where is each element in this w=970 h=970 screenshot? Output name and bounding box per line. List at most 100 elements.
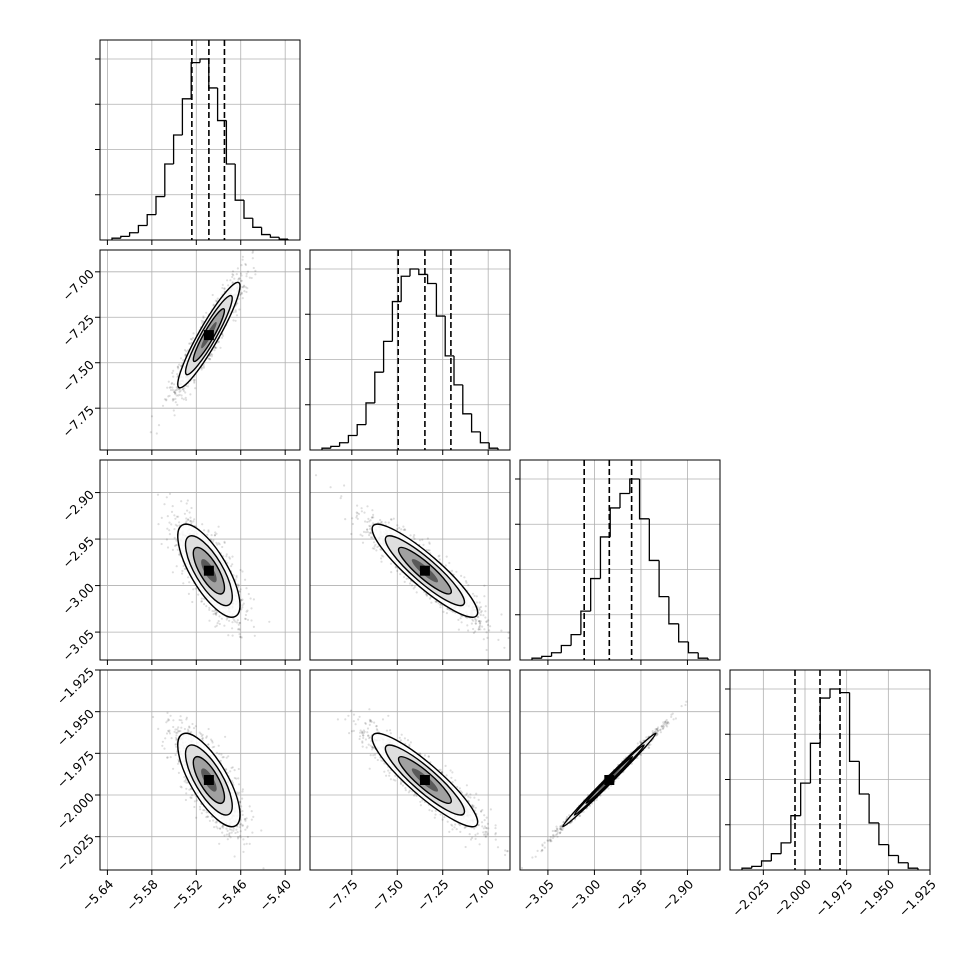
histogram-bin	[619, 492, 630, 508]
scatter-point	[222, 826, 225, 829]
histogram-bin	[409, 268, 419, 277]
scatter-point	[231, 627, 234, 630]
panel-content	[100, 460, 300, 660]
scatter-point	[215, 299, 219, 302]
scatter-point	[366, 528, 369, 531]
scatter-point	[241, 570, 244, 573]
scatter-point	[173, 544, 177, 548]
scatter-point	[372, 513, 375, 517]
scatter-point	[351, 522, 354, 526]
scatter-point	[160, 542, 163, 546]
scatter-point	[396, 528, 399, 531]
scatter-point	[413, 585, 416, 589]
scatter-point	[240, 279, 243, 282]
histogram-bin	[658, 560, 669, 598]
scatter-point	[368, 527, 372, 531]
scatter-point	[398, 526, 401, 530]
scatter-point	[157, 424, 161, 427]
scatter-point	[488, 629, 491, 632]
scatter-point	[351, 517, 354, 520]
scatter-point	[234, 309, 237, 312]
scatter-point	[467, 629, 470, 632]
scatter-point	[402, 525, 405, 528]
scatter-point	[179, 357, 183, 360]
scatter-point	[225, 553, 228, 556]
scatter-point	[211, 293, 214, 297]
scatter-point	[223, 834, 226, 837]
scatter-point	[240, 599, 243, 602]
scatter-point	[167, 380, 170, 383]
histogram-bin	[453, 355, 463, 386]
scatter-point	[175, 386, 178, 389]
scatter-point	[239, 836, 242, 839]
histogram-bin	[128, 232, 139, 237]
scatter-point	[371, 522, 375, 525]
scatter-point	[484, 610, 487, 613]
histogram-bin	[462, 384, 472, 415]
scatter-point	[486, 636, 489, 640]
histogram-bin	[435, 283, 446, 317]
histogram-bin	[570, 634, 581, 646]
scatter-point	[482, 638, 485, 641]
scatter-point	[438, 558, 441, 561]
histogram-bin	[260, 227, 271, 236]
scatter-point	[479, 613, 482, 617]
scatter-point	[181, 388, 184, 391]
density-peak	[203, 330, 214, 341]
scatter-point	[214, 531, 217, 534]
scatter-point	[236, 302, 239, 305]
scatter-point	[212, 303, 215, 306]
scatter-point	[384, 521, 387, 524]
scatter-point	[413, 534, 416, 537]
scatter-point	[214, 612, 217, 615]
scatter-point	[221, 545, 224, 549]
scatter-point	[241, 258, 244, 261]
scatter-point	[234, 310, 237, 313]
scatter-point	[530, 661, 532, 663]
scatter-point	[231, 563, 234, 566]
scatter-point	[216, 622, 219, 625]
scatter-point	[239, 588, 242, 591]
scatter-point	[169, 386, 172, 389]
histogram-bin	[590, 577, 601, 612]
scatter-point	[177, 394, 180, 397]
histogram-bin	[137, 224, 148, 233]
scatter-point	[180, 397, 184, 400]
scatter-point	[207, 357, 211, 360]
scatter-point	[174, 389, 177, 392]
scatter-point	[186, 499, 189, 502]
scatter-point	[472, 631, 475, 635]
scatter-point	[172, 383, 176, 386]
scatter-point	[184, 396, 187, 399]
scatter-point	[359, 533, 362, 536]
scatter-point	[174, 392, 177, 396]
scatter-point	[422, 543, 425, 547]
scatter-point	[430, 601, 433, 604]
scatter-point	[241, 297, 244, 300]
scatter-point	[173, 528, 176, 531]
scatter-point	[192, 332, 195, 335]
scatter-point	[228, 556, 231, 559]
scatter-point	[356, 517, 359, 521]
scatter-point	[380, 557, 383, 560]
histogram-bin	[648, 518, 660, 562]
scatter-point	[370, 516, 373, 519]
scatter-point	[234, 319, 237, 322]
scatter-point	[168, 386, 171, 389]
scatter-point	[245, 817, 248, 820]
scatter-point	[240, 293, 243, 296]
scatter-point	[231, 275, 234, 279]
scatter-point	[233, 619, 236, 622]
scatter-point	[200, 597, 203, 600]
scatter-point	[412, 535, 415, 539]
scatter-point	[394, 566, 397, 569]
scatter-point	[202, 366, 205, 369]
scatter-point	[174, 517, 177, 520]
scatter-point	[366, 530, 369, 534]
scatter-point	[176, 543, 179, 547]
scatter-point	[380, 554, 383, 557]
scatter-point	[238, 277, 241, 280]
scatter-point	[217, 620, 220, 623]
panel-frame	[309, 459, 511, 661]
scatter-point	[402, 528, 405, 532]
